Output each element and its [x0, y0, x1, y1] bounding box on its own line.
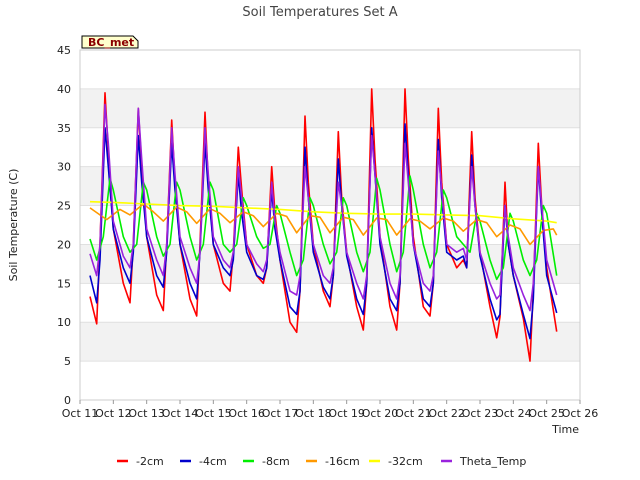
y-tick-label: 15 [57, 277, 71, 290]
x-tick-label: Oct 18 [295, 407, 332, 420]
x-tick-label: Oct 16 [228, 407, 265, 420]
y-tick-label: 35 [57, 122, 71, 135]
y-tick-label: 30 [57, 161, 71, 174]
grid-band [80, 50, 580, 89]
series-line-32cm [89, 200, 557, 224]
x-tick-label: Oct 14 [162, 407, 199, 420]
grid-band [80, 88, 580, 128]
series-line-16cm [89, 203, 558, 246]
x-tick-label: Oct 20 [362, 407, 399, 420]
x-tick-label: Oct 15 [195, 407, 232, 420]
y-tick-label: 10 [57, 316, 71, 329]
x-tick-label: Oct 22 [428, 407, 465, 420]
grid-bands [80, 50, 580, 400]
station-badge-label: BC_met [88, 36, 134, 49]
legend-label: Theta_Temp [459, 455, 526, 468]
x-tick-label: Oct 11 [62, 407, 99, 420]
y-tick-label: 20 [57, 238, 71, 251]
x-tick-label: Oct 19 [328, 407, 365, 420]
plot-border [79, 49, 581, 401]
y-tick-label: 0 [64, 394, 71, 407]
y-tick-label: 25 [57, 200, 71, 213]
y-tick-label: 40 [57, 83, 71, 96]
series-layer [89, 88, 558, 362]
legend-label: -16cm [325, 455, 360, 468]
grid-band [80, 361, 580, 400]
y-tick-label: 5 [64, 355, 71, 368]
x-tick-label: Oct 21 [395, 407, 432, 420]
y-axis-title: Soil Temperature (C) [7, 169, 20, 282]
chart-title: Soil Temperatures Set A [242, 5, 397, 20]
x-tick-label: Oct 24 [495, 407, 532, 420]
y-tick-label: 45 [57, 44, 71, 57]
x-tick-label: Oct 13 [128, 407, 165, 420]
x-axis-title: Time [551, 423, 579, 436]
x-tick-label: Oct 26 [562, 407, 599, 420]
grid-band [80, 166, 580, 206]
x-tick-label: Oct 23 [462, 407, 499, 420]
legend-label: -8cm [262, 455, 290, 468]
legend-label: -4cm [199, 455, 227, 468]
grid-band [80, 127, 580, 167]
x-tick-label: Oct 17 [262, 407, 299, 420]
grid-band [80, 322, 580, 362]
x-tick-label: Oct 25 [528, 407, 565, 420]
x-tick-label: Oct 12 [95, 407, 132, 420]
series-line-thetatemp [89, 103, 558, 312]
legend: -2cm -4cm -8cm -16cm -32cm Theta_Temp [117, 455, 526, 468]
legend-label: -2cm [136, 455, 164, 468]
station-badge: BC_met [81, 35, 139, 49]
y-axis: 0 5 10 15 20 25 30 35 40 45 [57, 44, 71, 407]
legend-label: -32cm [388, 455, 423, 468]
